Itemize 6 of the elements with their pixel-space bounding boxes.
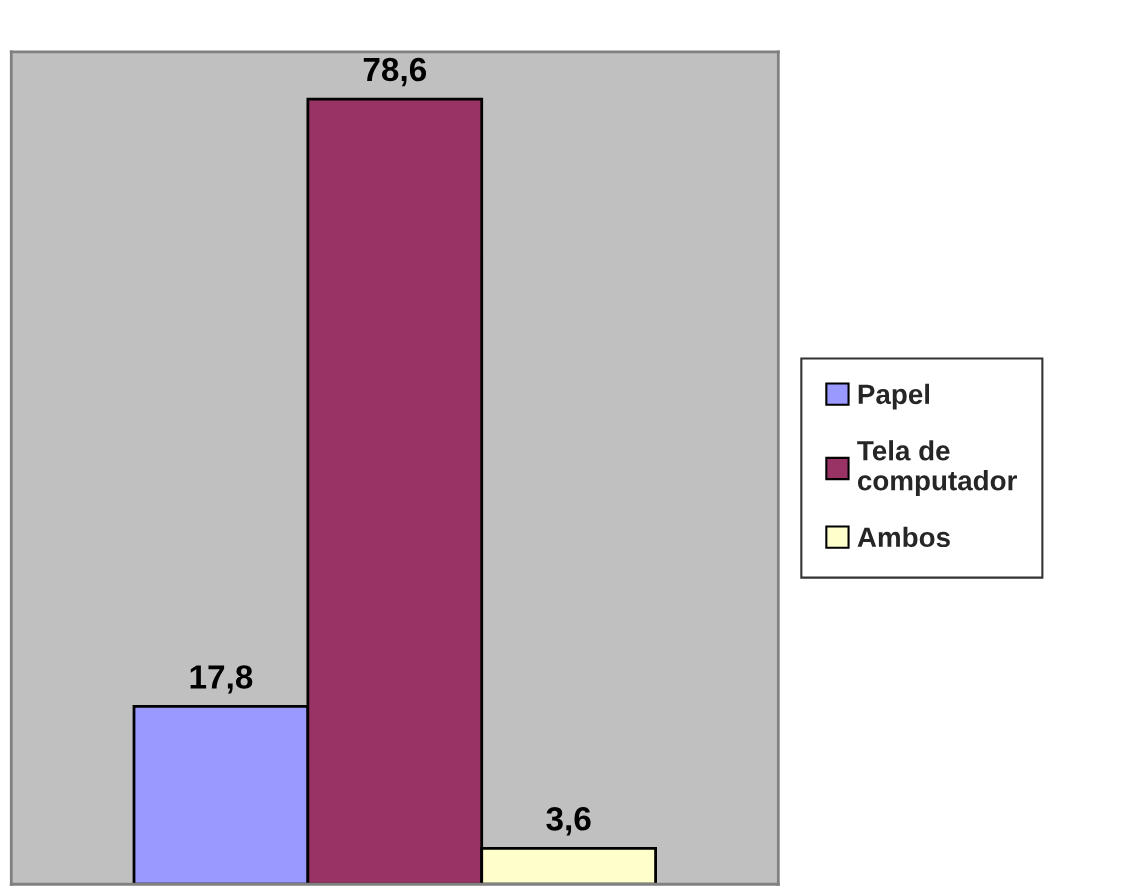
data-label: 3,6 xyxy=(546,806,591,836)
legend-label: Papel xyxy=(858,383,930,410)
data-label: 17,8 xyxy=(190,665,253,694)
data-label: 78,6 xyxy=(363,57,427,87)
legend-label: Tela de computador xyxy=(857,440,1017,496)
legend-label: Ambos xyxy=(857,526,950,548)
